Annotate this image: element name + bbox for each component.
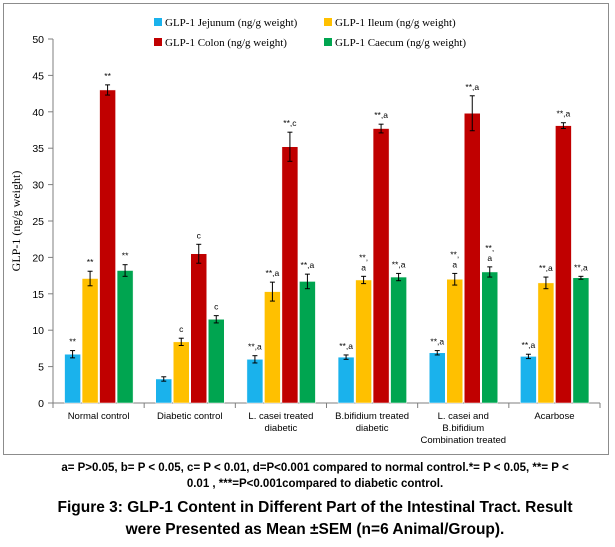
category-label: B.bifidium treated <box>335 411 409 422</box>
bar <box>281 146 299 404</box>
bar <box>464 113 481 404</box>
bar <box>208 319 225 404</box>
bar <box>64 353 81 404</box>
significance-label: ** <box>122 251 129 261</box>
legend-swatch <box>154 18 162 26</box>
caption-line-2: were Presented as Mean ±SEM (n=6 Animal/… <box>125 521 505 538</box>
y-tick-label: 20 <box>32 252 44 264</box>
y-tick-label: 40 <box>32 107 44 119</box>
legend-label: GLP-1 Ileum (ng/g weight) <box>335 17 456 29</box>
bar <box>155 378 172 404</box>
significance-label: **,a <box>301 260 315 270</box>
legend-label: GLP-1 Colon (ng/g weight) <box>165 37 287 49</box>
significance-label: **, <box>485 243 494 253</box>
bar <box>246 359 264 404</box>
legend-swatch <box>324 38 332 46</box>
y-tick-label: 15 <box>32 289 44 301</box>
significance-label: ** <box>87 257 94 267</box>
significance-label: a <box>487 253 492 263</box>
y-tick-label: 5 <box>38 362 44 374</box>
category-label: Normal control <box>68 411 130 422</box>
bar <box>429 352 446 404</box>
caption-line-1: Figure 3: GLP-1 Content in Different Par… <box>57 499 573 516</box>
y-tick-label: 45 <box>32 70 44 82</box>
significance-label: a <box>452 259 457 269</box>
significance-label: **,a <box>392 259 406 269</box>
bar <box>299 281 316 404</box>
footnote-line-1: a= P>0.05, b= P < 0.05, c= P < 0.01, d=P… <box>61 462 569 474</box>
legend-swatch <box>324 18 332 26</box>
significance-label: **,c <box>283 118 297 128</box>
significance-label: **,a <box>574 262 588 272</box>
bar <box>537 282 555 404</box>
chart-frame: 0 5 10 15 20 25 30 35 40 45 50 GLP-1 (ng/g weight) N… <box>3 3 609 455</box>
category-label: L. casei and <box>438 411 489 422</box>
glp1-bar-chart: 0 5 10 15 20 25 30 35 40 45 50 GLP-1 (ng/g weight) N… <box>9 17 601 446</box>
bar <box>390 276 407 404</box>
category-label: diabetic <box>356 423 389 434</box>
significance-label: ** <box>104 71 111 81</box>
figure-caption: Figure 3: GLP-1 Content in Different Par… <box>20 497 610 541</box>
bar <box>481 271 498 404</box>
significance-label: **,a <box>430 337 444 347</box>
bar <box>190 253 207 404</box>
significance-label: **,a <box>465 82 479 92</box>
y-axis-label: GLP-1 (ng/g weight) <box>9 171 23 272</box>
bar <box>99 89 116 404</box>
significance-label: c <box>179 324 184 334</box>
bar <box>572 277 590 404</box>
significance-label: **, <box>359 252 368 262</box>
legend-label: GLP-1 Jejunum (ng/g weight) <box>165 17 298 29</box>
significance-label: **,a <box>557 109 571 119</box>
category-label: Acarbose <box>534 411 574 422</box>
bar <box>264 291 281 404</box>
significance-label: ** <box>69 337 76 347</box>
bar <box>520 356 537 404</box>
bar <box>116 270 134 404</box>
category-label: Diabetic control <box>157 411 222 422</box>
significance-label: **,a <box>248 342 262 352</box>
significance-footnote: a= P>0.05, b= P < 0.05, c= P < 0.01, d=P… <box>20 460 610 492</box>
bar <box>337 356 355 404</box>
y-tick-label: 0 <box>38 398 44 410</box>
significance-label: **,a <box>374 110 388 120</box>
legend-label: GLP-1 Caecum (ng/g weight) <box>335 37 466 49</box>
significance-label: **, <box>450 249 459 259</box>
bar <box>173 341 190 404</box>
bar <box>355 279 372 404</box>
significance-label: **,a <box>266 268 280 278</box>
bar <box>81 278 99 404</box>
significance-label: c <box>214 302 219 312</box>
significance-label: a <box>361 262 366 272</box>
y-tick-label: 35 <box>32 143 44 155</box>
y-tick-label: 10 <box>32 325 44 337</box>
y-tick-label: 25 <box>32 216 44 228</box>
category-label: Combination treated <box>420 435 506 446</box>
y-tick-label: 50 <box>32 34 44 46</box>
category-label: L. casei treated <box>248 411 313 422</box>
footnote-line-2: 0.01 , ***=P<0.001compared to diabetic c… <box>186 478 444 490</box>
bar <box>446 278 463 404</box>
bar <box>372 128 390 404</box>
significance-label: **,a <box>539 263 553 273</box>
bar <box>555 125 572 404</box>
significance-label: c <box>197 230 202 240</box>
category-label: B.bifidium <box>442 423 484 434</box>
significance-label: **,a <box>522 340 536 350</box>
significance-label: **,a <box>339 341 353 351</box>
legend-swatch <box>154 38 162 46</box>
category-label: diabetic <box>265 423 298 434</box>
y-tick-label: 30 <box>32 180 44 192</box>
